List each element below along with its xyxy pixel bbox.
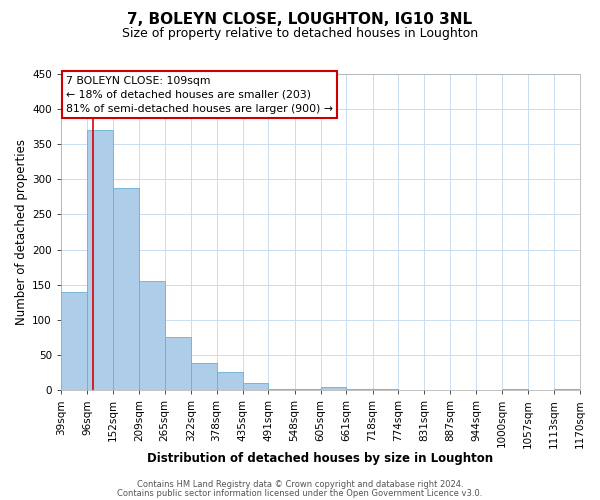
Bar	[346, 388, 373, 390]
Bar	[217, 372, 242, 390]
Bar	[61, 292, 87, 390]
Bar	[164, 338, 191, 390]
Text: Contains public sector information licensed under the Open Government Licence v3: Contains public sector information licen…	[118, 488, 482, 498]
Bar	[502, 388, 528, 390]
Bar	[321, 386, 346, 390]
Bar	[191, 364, 217, 390]
Bar	[268, 388, 295, 390]
Bar	[113, 188, 139, 390]
Bar	[87, 130, 113, 390]
X-axis label: Distribution of detached houses by size in Loughton: Distribution of detached houses by size …	[148, 452, 494, 465]
Text: 7 BOLEYN CLOSE: 109sqm
← 18% of detached houses are smaller (203)
81% of semi-de: 7 BOLEYN CLOSE: 109sqm ← 18% of detached…	[66, 76, 333, 114]
Y-axis label: Number of detached properties: Number of detached properties	[15, 139, 28, 325]
Bar	[242, 383, 268, 390]
Text: Size of property relative to detached houses in Loughton: Size of property relative to detached ho…	[122, 28, 478, 40]
Bar	[554, 388, 580, 390]
Text: Contains HM Land Registry data © Crown copyright and database right 2024.: Contains HM Land Registry data © Crown c…	[137, 480, 463, 489]
Text: 7, BOLEYN CLOSE, LOUGHTON, IG10 3NL: 7, BOLEYN CLOSE, LOUGHTON, IG10 3NL	[127, 12, 473, 28]
Bar	[139, 281, 164, 390]
